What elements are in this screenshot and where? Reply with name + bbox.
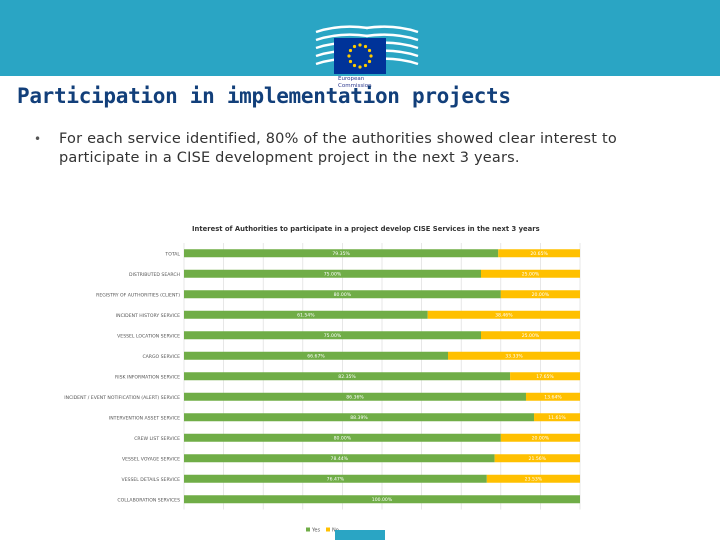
data-label-no: 38.46% (495, 313, 513, 319)
eu-star (367, 59, 372, 64)
legend-swatch-no (326, 527, 330, 532)
bar-yes (184, 351, 449, 360)
legend-swatch-yes (306, 527, 310, 532)
category-label: INCIDENT / EVENT NOTIFICATION (ALERT) SE… (64, 395, 180, 401)
bar-no (486, 474, 580, 483)
page-title: Participation in implementation projects (17, 84, 511, 108)
category-label: CARGO SERVICE (142, 354, 180, 360)
data-label-yes: 80.00% (334, 292, 352, 298)
bar-yes (184, 474, 487, 483)
eu-stars-icon (347, 43, 373, 69)
eu-star (363, 44, 368, 49)
eu-star (369, 54, 373, 58)
data-label-no: 11.61% (548, 415, 566, 421)
bar-no (427, 310, 580, 319)
bar-yes (184, 454, 495, 463)
data-label-yes: 66.67% (307, 354, 325, 360)
data-label-yes: 88.39% (350, 415, 368, 421)
category-label: DISTRIBUTED SEARCH (129, 272, 180, 278)
bar-no (525, 392, 580, 401)
data-label-yes: 78.44% (331, 456, 349, 462)
data-label-no: 20.00% (532, 436, 550, 442)
category-label: VESSEL LOCATION SERVICE (117, 333, 180, 339)
bar-yes (184, 392, 526, 401)
data-label-yes: 80.00% (334, 436, 352, 442)
eu-star (358, 65, 362, 69)
bar-yes (184, 249, 499, 258)
bar-no (481, 269, 580, 278)
bar-no (448, 351, 580, 360)
data-label-no: 17.65% (536, 374, 554, 380)
category-label: INCIDENT HISTORY SERVICE (116, 313, 180, 319)
bar-yes (184, 269, 481, 278)
data-label-no: 13.64% (544, 395, 562, 401)
category-label: RISK INFORMATION SERVICE (115, 374, 180, 380)
data-label-yes: 76.47% (327, 477, 345, 483)
participation-bar-chart: Interest of Authorities to participate i… (64, 225, 581, 534)
data-label-no: 25.00% (522, 272, 540, 278)
chart-title: Interest of Authorities to participate i… (192, 225, 540, 233)
eu-star (347, 54, 351, 58)
eu-star (348, 59, 353, 64)
bar-yes (184, 331, 481, 340)
logo-caption-line1: European (338, 76, 365, 82)
category-label: REGISTRY OF AUTHORITIES (CLIENT) (96, 292, 180, 298)
european-commission-logo (315, 25, 419, 74)
bar-yes (184, 290, 501, 299)
category-label: CREW LIST SERVICE (134, 436, 180, 442)
category-label: TOTAL (164, 251, 180, 257)
legend-label-yes: Yes (311, 528, 320, 534)
bar-no (481, 331, 580, 340)
data-label-yes: 75.00% (324, 272, 342, 278)
data-label-no: 20.00% (532, 292, 550, 298)
bullet-text: For each service identified, 80% of the … (59, 131, 617, 166)
logo-caption: European Commission (338, 76, 398, 90)
data-label-no: 33.33% (505, 354, 523, 360)
bar-yes (184, 413, 535, 422)
eu-star (348, 48, 353, 53)
data-label-yes: 75.00% (324, 333, 342, 339)
data-label-yes: 86.36% (346, 395, 364, 401)
category-label: INTERVENTION ASSET SERVICE (109, 415, 180, 421)
bar-no (498, 249, 580, 258)
bullet-marker: • (34, 132, 42, 146)
data-label-yes: 61.54% (297, 313, 315, 319)
bar-yes (184, 495, 580, 504)
bar-yes (184, 433, 501, 442)
data-label-yes: 79.35% (332, 251, 350, 257)
bar-no (500, 433, 580, 442)
data-label-yes: 82.35% (338, 374, 356, 380)
bar-no (494, 454, 580, 463)
eu-star (352, 63, 357, 68)
data-label-yes: 100.00% (372, 497, 393, 503)
eu-star (367, 48, 372, 53)
eu-star (363, 63, 368, 68)
category-label: COLLABORATION SERVICES (117, 497, 180, 503)
footer-tab (335, 530, 385, 540)
data-label-no: 25.00% (522, 333, 540, 339)
category-label: VESSEL DETAILS SERVICE (122, 477, 181, 483)
data-label-no: 21.56% (529, 456, 547, 462)
logo-caption-line2: Commission (338, 83, 372, 89)
bar-no (534, 413, 580, 422)
bar-no (500, 290, 580, 299)
eu-star (352, 44, 357, 49)
bar-yes (184, 372, 511, 381)
bar-yes (184, 310, 428, 319)
data-label-no: 20.65% (530, 251, 548, 257)
category-label: VESSEL VOYAGE SERVICE (122, 456, 180, 462)
eu-star (358, 43, 362, 47)
data-label-no: 23.53% (525, 477, 543, 483)
bar-no (510, 372, 580, 381)
